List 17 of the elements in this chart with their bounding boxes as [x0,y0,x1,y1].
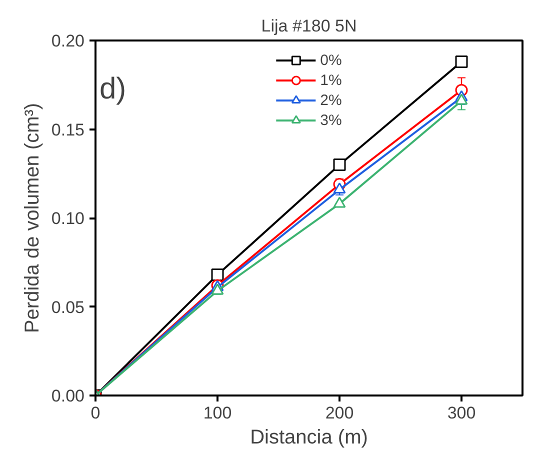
x-tick-label: 300 [447,404,476,422]
legend-label: 3% [320,112,342,128]
y-tick-label: 0.05 [51,298,85,317]
legend-label: 0% [320,52,342,68]
legend-label: 2% [320,92,342,108]
chart-title: Lija #180 5N [261,16,357,36]
y-axis-title: Perdida de volumen (cm³) [21,102,44,334]
x-tick-label: 200 [325,404,354,422]
y-tick-label: 0.20 [51,32,85,50]
y-tick-label: 0.10 [51,209,85,228]
y-tick-label: 0.15 [51,120,85,140]
x-tick-label: 100 [203,404,232,422]
legend-label: 1% [320,72,342,88]
annotation: d) [100,72,126,106]
y-tick-label: 0.00 [51,386,85,406]
x-axis-title: Distancia (m) [250,426,368,448]
x-tick-label: 0 [90,404,100,422]
